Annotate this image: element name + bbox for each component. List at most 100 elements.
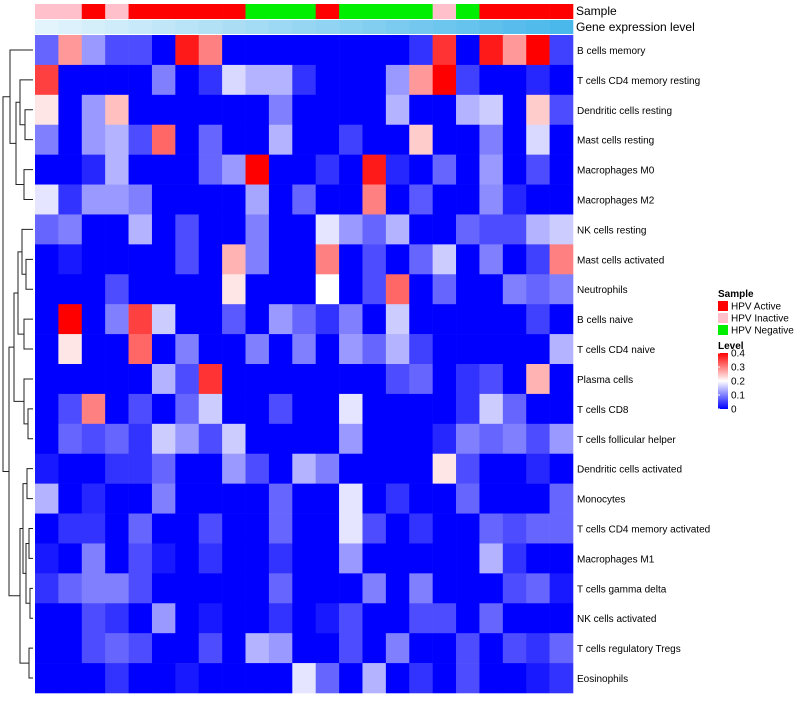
- heatmap-cell: [292, 543, 316, 574]
- heatmap-cell: [81, 94, 106, 126]
- heatmap-cell: [362, 64, 387, 96]
- heatmap-cell: [502, 274, 527, 305]
- heatmap-cell: [35, 94, 59, 126]
- heatmap-cell: [292, 184, 316, 215]
- heatmap-cell: [502, 663, 527, 694]
- heatmap-cell: [409, 573, 433, 604]
- heatmap-cell: [175, 423, 200, 455]
- heatmap-cell: [339, 334, 363, 365]
- heatmap-cell: [151, 633, 176, 664]
- heatmap-cell: [35, 633, 59, 664]
- heatmap-cell: [456, 423, 480, 455]
- row-label: NK cells resting: [577, 225, 646, 236]
- heatmap-cell: [245, 633, 270, 664]
- expression-annotation-cell: [479, 20, 504, 34]
- sample-legend-swatch: [718, 301, 728, 311]
- heatmap-cell: [549, 334, 574, 365]
- heatmap-cell: [151, 603, 176, 634]
- heatmap-cell: [198, 513, 223, 544]
- heatmap-cell: [222, 483, 246, 514]
- heatmap-cell: [222, 214, 246, 245]
- heatmap-cell: [339, 154, 363, 185]
- heatmap-cell: [175, 244, 200, 275]
- heatmap-cell: [128, 334, 153, 365]
- dendrogram-branch: [9, 49, 33, 144]
- heatmap-cell: [479, 633, 504, 664]
- heatmap-cell: [198, 274, 223, 305]
- heatmap-cell: [128, 64, 153, 96]
- heatmap-cell: [151, 35, 176, 66]
- sample-annotation-cell: [409, 4, 433, 19]
- heatmap-cell: [292, 94, 316, 126]
- heatmap-cell: [105, 603, 129, 634]
- heatmap-cell: [35, 603, 59, 634]
- sample-annotation-cell: [245, 4, 270, 19]
- heatmap-cell: [409, 483, 433, 514]
- heatmap-cell: [222, 573, 246, 604]
- heatmap-cell: [456, 513, 480, 544]
- heatmap-cell: [432, 334, 457, 365]
- heatmap-cell: [339, 513, 363, 544]
- heatmap-cell: [58, 603, 83, 634]
- heatmap-cell: [479, 274, 504, 305]
- heatmap-cell: [105, 543, 129, 574]
- heatmap-cell: [362, 184, 387, 215]
- heatmap-cell: [479, 483, 504, 514]
- heatmap-cell: [456, 154, 480, 185]
- heatmap-cell: [456, 274, 480, 305]
- heatmap-cell: [292, 244, 316, 275]
- heatmap-cell: [315, 513, 340, 544]
- heatmap-cell: [292, 35, 316, 66]
- heatmap-cell: [385, 274, 410, 305]
- row-label: B cells naive: [577, 315, 634, 326]
- heatmap-cell: [526, 64, 550, 96]
- heatmap-cell: [456, 334, 480, 365]
- heatmap-cell: [175, 633, 200, 664]
- heatmap-cell: [526, 35, 550, 66]
- heatmap-cell: [198, 423, 223, 455]
- sample-legend-swatch: [718, 325, 728, 335]
- expression-annotation-cell: [526, 20, 550, 34]
- heatmap-cell: [58, 274, 83, 305]
- heatmap-cell: [128, 633, 153, 664]
- heatmap-cell: [456, 453, 480, 484]
- row-label: T cells CD4 memory activated: [577, 525, 710, 536]
- heatmap-cell: [409, 513, 433, 544]
- heatmap-cell: [385, 154, 410, 185]
- row-label: T cells CD4 memory resting: [577, 76, 700, 87]
- heatmap-cell: [268, 663, 293, 694]
- sample-annotation-cell: [151, 4, 176, 19]
- heatmap-cell: [58, 154, 83, 185]
- heatmap-cell: [432, 483, 457, 514]
- heatmap-cell: [105, 573, 129, 604]
- heatmap-cell: [339, 364, 363, 395]
- heatmap-cell: [526, 274, 550, 305]
- heatmap-cell: [479, 64, 504, 96]
- heatmap-cell: [409, 543, 433, 574]
- heatmap-cell: [526, 483, 550, 514]
- heatmap-cell: [549, 364, 574, 395]
- heatmap-cell: [339, 603, 363, 634]
- heatmap-cell: [105, 64, 129, 96]
- heatmap-cell: [409, 94, 433, 126]
- heatmap-cell: [268, 94, 293, 126]
- heatmap-cell: [128, 423, 153, 455]
- heatmap-cell: [339, 214, 363, 245]
- heatmap-cell: [222, 154, 246, 185]
- heatmap-cell: [35, 184, 59, 215]
- heatmap-cell: [268, 543, 293, 574]
- heatmap-cell: [362, 214, 387, 245]
- heatmap-cell: [151, 334, 176, 365]
- sample-legend-label: HPV Inactive: [731, 314, 789, 325]
- heatmap-cell: [268, 573, 293, 604]
- heatmap-cell: [409, 603, 433, 634]
- heatmap-cell: [292, 154, 316, 185]
- heatmap-cell: [315, 214, 340, 245]
- heatmap-cell: [292, 453, 316, 484]
- heatmap-cell: [409, 633, 433, 664]
- heatmap-cell: [35, 543, 59, 574]
- heatmap-cell: [105, 663, 129, 694]
- sample-annotation-cell: [526, 4, 550, 19]
- heatmap-cell: [502, 423, 527, 455]
- level-legend-bar: [718, 353, 728, 409]
